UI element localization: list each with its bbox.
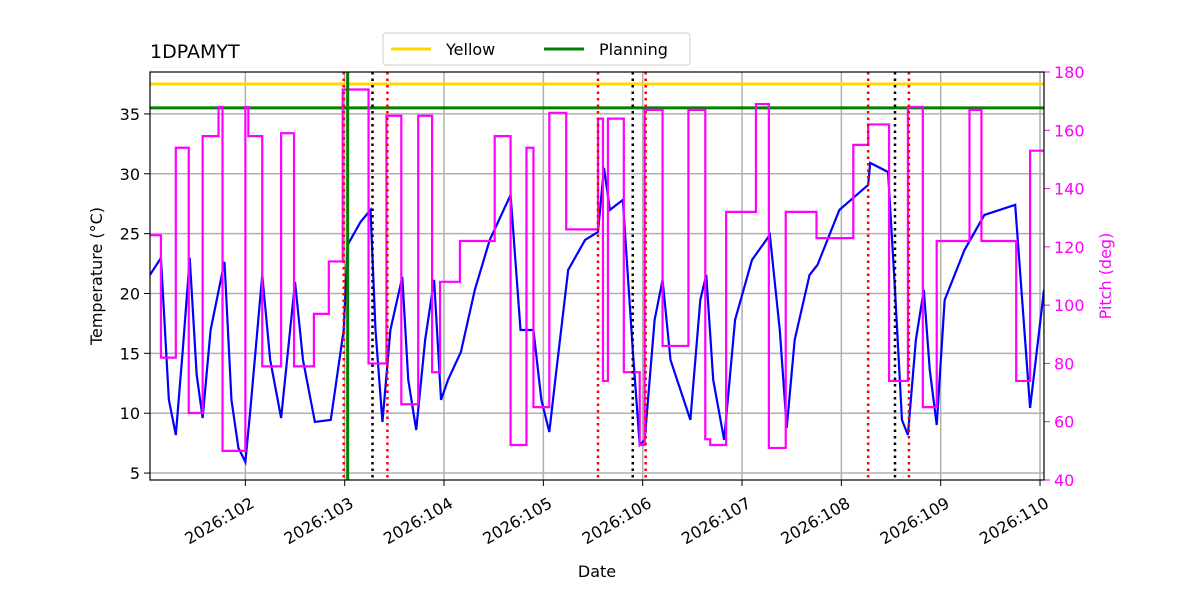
y-tick-label: 25 [120,225,140,244]
y2-axis-label: Pitch (deg) [1096,233,1115,320]
y2-tick-label: 140 [1054,180,1085,199]
y2-tick-label: 100 [1054,296,1085,315]
y-tick-label: 15 [120,344,140,363]
data-line [150,88,1044,452]
data-line [150,161,1044,466]
y-tick-label: 5 [130,464,140,483]
y2-tick-label: 160 [1054,121,1085,140]
y2-tick-label: 180 [1054,63,1085,82]
x-axis-label: Date [578,562,616,581]
plot-frame [149,71,1045,481]
y2-tick-label: 120 [1054,238,1085,257]
y2-tick-label: 60 [1054,413,1074,432]
legend-label: Yellow [445,40,495,59]
y-tick-label: 20 [120,284,140,303]
y2-tick-label: 80 [1054,354,1074,373]
legend-box [382,32,691,66]
y-axis-label: Temperature (°C) [87,207,106,346]
chart-title: 1DPAMYT [150,41,240,63]
y-tick-label: 35 [120,105,140,124]
legend-label: Planning [599,40,668,59]
y-tick-label: 10 [120,404,140,423]
y2-tick-label: 40 [1054,471,1074,490]
y-tick-label: 30 [120,165,140,184]
